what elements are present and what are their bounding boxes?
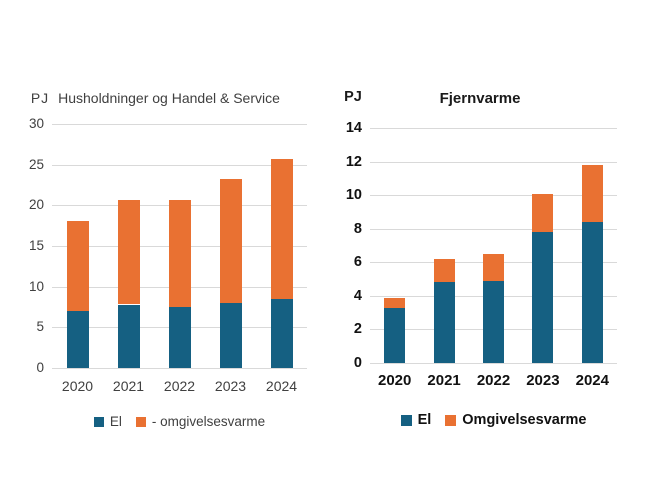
x-tick-label: 2022 xyxy=(163,378,196,394)
y-tick-label: 25 xyxy=(28,156,44,172)
legend-swatch xyxy=(93,416,104,427)
chart-title: Fjernvarme xyxy=(439,90,521,107)
bar-segment-el xyxy=(270,298,293,368)
x-tick-label: 2023 xyxy=(526,372,560,389)
bar-segment-omgivelsesvarme xyxy=(483,253,504,281)
gridline xyxy=(370,329,617,331)
legend-item: El xyxy=(400,412,432,428)
bar-segment-el xyxy=(117,304,140,368)
legend: El Omgivelsesvarme xyxy=(370,412,617,428)
bar-segment-el xyxy=(483,280,504,364)
legend-swatch xyxy=(445,414,457,426)
y-axis-unit-label: PJ xyxy=(30,90,50,106)
x-tick-label: 2021 xyxy=(112,378,145,394)
y-tick-label: 14 xyxy=(345,120,362,136)
gridline xyxy=(370,262,617,264)
legend-swatch xyxy=(135,416,146,427)
bar-segment-el xyxy=(168,307,191,368)
gridline xyxy=(52,124,307,125)
gridline xyxy=(370,195,617,197)
bar-segment-omgivelsesvarme xyxy=(384,297,406,308)
bar-segment-el xyxy=(219,302,242,368)
gridline xyxy=(52,368,307,369)
legend-item: El xyxy=(93,414,122,429)
y-tick-label: 10 xyxy=(28,278,44,294)
bar-segment-el xyxy=(532,232,554,363)
legend-label: El xyxy=(109,414,122,429)
bar-segment-el xyxy=(433,282,455,363)
y-tick-label: 0 xyxy=(353,355,362,371)
y-tick-label: 8 xyxy=(353,220,362,237)
gridline xyxy=(370,128,617,129)
gridline xyxy=(52,205,307,207)
gridline xyxy=(52,164,307,166)
x-tick-label: 2024 xyxy=(265,378,298,394)
y-tick-label: 6 xyxy=(353,254,362,271)
legend-item: Omgivelsesvarme xyxy=(445,412,586,428)
bar-segment-omgivelsesvarme xyxy=(433,258,455,283)
chart-title: Husholdninger og Handel & Service xyxy=(58,90,280,106)
bar-segment-omgivelsesvarme xyxy=(532,193,554,233)
bar-segment-omgivelsesvarme xyxy=(117,199,140,305)
bar-segment-omgivelsesvarme xyxy=(270,159,293,299)
x-tick-label: 2021 xyxy=(427,372,461,389)
x-tick-label: 2020 xyxy=(61,378,94,394)
y-tick-label: 0 xyxy=(36,360,44,375)
bar-segment-omgivelsesvarme xyxy=(66,220,89,312)
y-tick-label: 30 xyxy=(28,116,44,131)
legend-label: Omgivelsesvarme xyxy=(462,412,587,428)
y-tick-label: 12 xyxy=(345,153,362,170)
x-tick-label: 2024 xyxy=(575,372,609,389)
y-tick-label: 2 xyxy=(353,321,362,338)
y-tick-label: 5 xyxy=(36,319,44,335)
legend-label: El xyxy=(417,412,432,428)
y-axis-unit-label: PJ xyxy=(344,89,362,105)
x-tick-label: 2020 xyxy=(378,372,412,389)
bar-segment-el xyxy=(581,222,603,363)
legend-label: - omgivelsesvarme xyxy=(151,414,266,429)
legend-item: - omgivelsesvarme xyxy=(135,414,266,429)
gridline xyxy=(52,286,307,288)
y-tick-label: 10 xyxy=(345,187,362,204)
gridline xyxy=(52,327,307,329)
gridline xyxy=(370,363,617,364)
gridline xyxy=(370,228,617,230)
y-tick-label: 4 xyxy=(353,287,362,304)
bar-segment-omgivelsesvarme xyxy=(219,178,242,303)
gridline xyxy=(52,246,307,247)
x-tick-label: 2023 xyxy=(214,378,247,394)
bar-segment-el xyxy=(384,307,406,363)
bar-segment-omgivelsesvarme xyxy=(581,164,603,222)
legend-swatch xyxy=(400,414,412,426)
gridline xyxy=(370,295,617,297)
legend: El - omgivelsesvarme xyxy=(52,414,307,429)
gridline xyxy=(370,161,617,163)
y-tick-label: 20 xyxy=(28,197,44,213)
bar-segment-el xyxy=(66,311,89,368)
bar-segment-omgivelsesvarme xyxy=(168,199,191,307)
y-tick-label: 15 xyxy=(28,238,44,253)
x-tick-label: 2022 xyxy=(476,372,511,389)
